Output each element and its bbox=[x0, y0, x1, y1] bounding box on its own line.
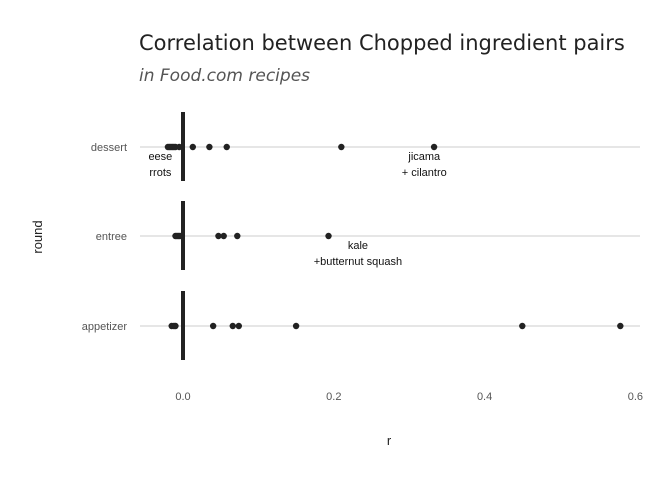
data-point bbox=[519, 322, 526, 330]
data-point bbox=[235, 322, 242, 330]
data-point bbox=[325, 232, 332, 240]
annotation-label: + cilantro bbox=[402, 167, 447, 179]
annotation-label: +butternut squash bbox=[314, 256, 402, 268]
gridlines bbox=[140, 146, 640, 327]
data-point bbox=[209, 322, 217, 330]
data-point bbox=[223, 143, 230, 151]
data-point bbox=[172, 322, 179, 330]
data-point bbox=[617, 322, 624, 330]
x-tick-label: 0.0 bbox=[175, 391, 190, 403]
y-tick-label: dessert bbox=[91, 142, 127, 154]
x-axis-label: r bbox=[387, 433, 392, 448]
data-point bbox=[292, 322, 300, 330]
x-tick-label: 0.2 bbox=[326, 391, 341, 403]
data-point bbox=[220, 232, 227, 240]
data-point bbox=[176, 143, 183, 151]
x-tick-label: 0.4 bbox=[477, 391, 492, 403]
x-tick-label: 0.6 bbox=[628, 391, 643, 403]
annotations: eese rrots jicama + cilantro kale +butternut … bbox=[148, 151, 446, 268]
y-tick-label: appetizer bbox=[82, 321, 128, 333]
y-tick-label: entree bbox=[96, 231, 127, 243]
y-axis-label: round bbox=[30, 220, 45, 253]
x-tick-labels: 0.0 0.2 0.4 0.6 bbox=[175, 391, 643, 403]
data-point bbox=[215, 232, 222, 240]
annotation-label: jicama bbox=[407, 151, 441, 163]
annotation-label: eese bbox=[148, 151, 172, 163]
data-point bbox=[430, 143, 438, 151]
chart-subtitle: in Food.com recipes bbox=[139, 66, 310, 86]
data-point bbox=[338, 143, 345, 151]
annotation-label: kale bbox=[348, 240, 368, 252]
annotation-label: rrots bbox=[149, 167, 172, 179]
chart-title: Correlation between Chopped ingredient p… bbox=[139, 31, 625, 55]
data-point bbox=[234, 232, 241, 240]
data-point bbox=[206, 143, 213, 151]
data-points bbox=[164, 143, 624, 330]
data-point bbox=[229, 322, 236, 330]
data-point bbox=[176, 232, 184, 240]
data-point bbox=[189, 143, 197, 151]
y-tick-labels: dessert entree appetizer bbox=[82, 142, 128, 333]
